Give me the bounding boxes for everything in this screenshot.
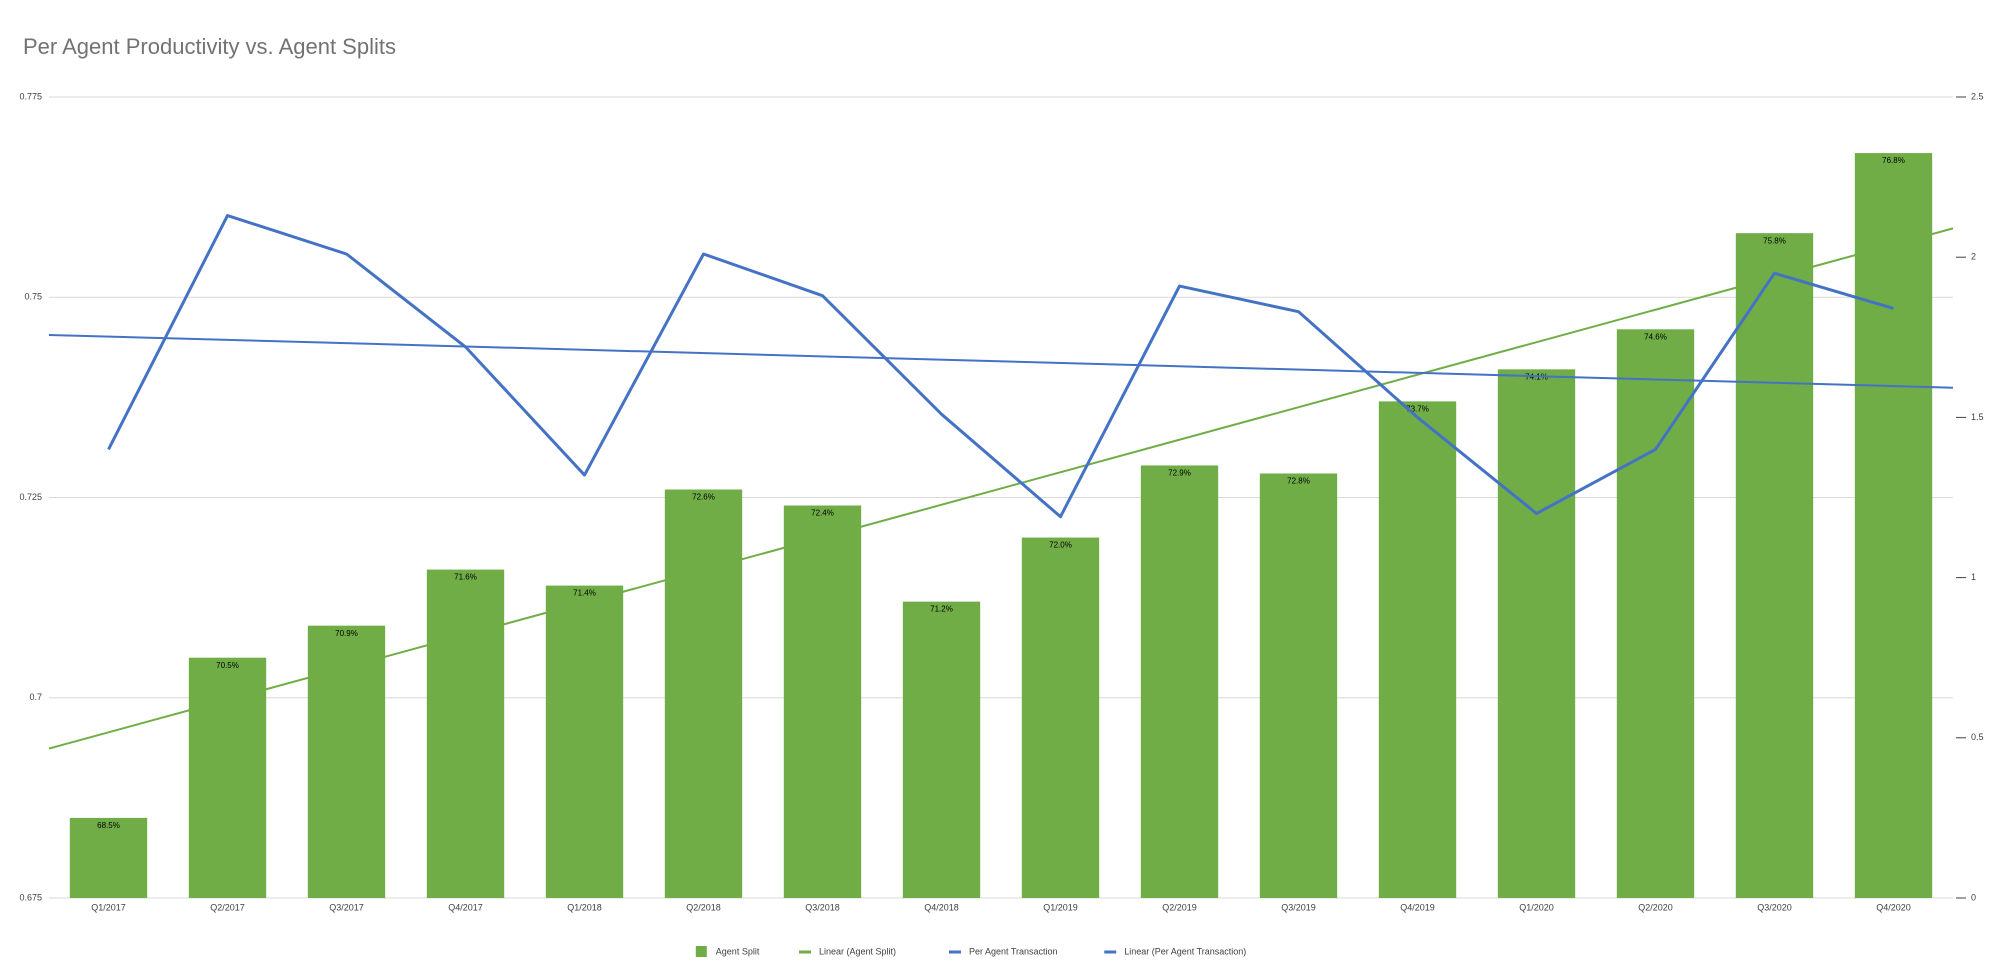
legend-label: Agent Split bbox=[716, 946, 760, 956]
x-tick-label: Q4/2020 bbox=[1876, 902, 1911, 912]
data-label: 72.0% bbox=[1049, 541, 1072, 550]
data-label: 68.5% bbox=[97, 821, 120, 830]
bar bbox=[1735, 233, 1814, 899]
bar bbox=[426, 569, 505, 898]
bar bbox=[188, 657, 267, 898]
data-label: 76.8% bbox=[1882, 156, 1905, 165]
x-tick-label: Q2/2019 bbox=[1162, 902, 1197, 912]
x-tick-label: Q4/2017 bbox=[448, 902, 483, 912]
x-tick-label: Q2/2018 bbox=[686, 902, 721, 912]
y2-tick-label: 2.5 bbox=[1971, 91, 1984, 101]
bar bbox=[1616, 329, 1695, 898]
data-label: 71.2% bbox=[930, 605, 953, 614]
bar bbox=[664, 489, 743, 898]
data-label: 73.7% bbox=[1406, 404, 1429, 413]
bar bbox=[1259, 473, 1338, 898]
bar bbox=[1021, 537, 1100, 898]
bar bbox=[1378, 401, 1457, 898]
y2-tick-label: 1.5 bbox=[1971, 412, 1984, 422]
bar bbox=[69, 817, 148, 898]
trendline bbox=[48, 227, 1954, 750]
data-label: 72.9% bbox=[1168, 469, 1191, 478]
data-label: 72.8% bbox=[1287, 477, 1310, 486]
data-label: 72.4% bbox=[811, 509, 834, 518]
bar bbox=[1854, 153, 1933, 898]
legend-swatch bbox=[695, 946, 707, 957]
line bbox=[107, 214, 1894, 519]
data-label: 74.6% bbox=[1644, 332, 1667, 341]
x-tick-label: Q1/2019 bbox=[1043, 902, 1078, 912]
data-label: 70.5% bbox=[216, 661, 239, 670]
chart-title: Per Agent Productivity vs. Agent Splits bbox=[23, 34, 396, 59]
bar bbox=[783, 505, 862, 898]
data-label: 70.9% bbox=[335, 629, 358, 638]
bar bbox=[1140, 465, 1219, 898]
x-tick-label: Q1/2020 bbox=[1519, 902, 1554, 912]
x-tick-label: Q2/2017 bbox=[210, 902, 245, 912]
x-tick-label: Q3/2019 bbox=[1281, 902, 1316, 912]
y-tick-label: 0.75 bbox=[24, 292, 42, 302]
bar bbox=[307, 625, 386, 898]
y-tick-label: 0.775 bbox=[19, 91, 42, 101]
y2-tick-label: 0 bbox=[1971, 892, 1976, 902]
data-label: 75.8% bbox=[1763, 236, 1786, 245]
x-tick-label: Q3/2020 bbox=[1757, 902, 1792, 912]
bar bbox=[545, 585, 624, 898]
x-tick-label: Q4/2018 bbox=[924, 902, 959, 912]
y-tick-label: 0.7 bbox=[29, 692, 42, 702]
data-label: 71.4% bbox=[573, 589, 596, 598]
data-label: 71.6% bbox=[454, 573, 477, 582]
x-tick-label: Q2/2020 bbox=[1638, 902, 1673, 912]
bar bbox=[1497, 369, 1576, 899]
y2-tick-label: 1 bbox=[1971, 572, 1976, 582]
y2-tick-label: 2 bbox=[1971, 252, 1976, 262]
y-tick-label: 0.725 bbox=[19, 492, 42, 502]
data-label: 72.6% bbox=[692, 493, 715, 502]
x-tick-label: Q3/2017 bbox=[329, 902, 364, 912]
x-tick-label: Q4/2019 bbox=[1400, 902, 1435, 912]
legend-label: Per Agent Transaction bbox=[969, 946, 1058, 956]
y-tick-label: 0.675 bbox=[19, 892, 42, 902]
x-tick-label: Q3/2018 bbox=[805, 902, 840, 912]
y2-tick-label: 0.5 bbox=[1971, 732, 1984, 742]
legend-label: Linear (Per Agent Transaction) bbox=[1124, 946, 1246, 956]
x-tick-label: Q1/2017 bbox=[91, 902, 126, 912]
bar bbox=[902, 601, 981, 898]
legend-label: Linear (Agent Split) bbox=[819, 946, 896, 956]
trendline bbox=[48, 333, 1954, 389]
x-tick-label: Q1/2018 bbox=[567, 902, 602, 912]
